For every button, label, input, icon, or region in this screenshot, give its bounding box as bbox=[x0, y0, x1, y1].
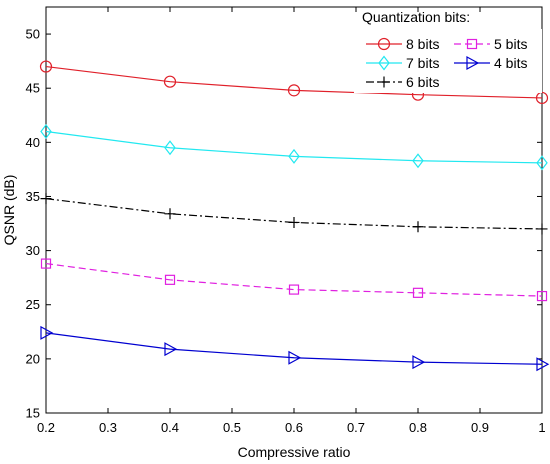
legend-label: 8 bits bbox=[406, 36, 439, 52]
series-line bbox=[45, 198, 543, 230]
legend-label: 7 bits bbox=[406, 55, 439, 71]
series-4-bits bbox=[40, 325, 550, 372]
y-tick-label: 40 bbox=[26, 135, 40, 150]
legend-entry-7-bits: 7 bits bbox=[366, 55, 439, 71]
data-point bbox=[164, 208, 176, 220]
data-point bbox=[39, 60, 53, 73]
series-5-bits bbox=[40, 258, 548, 302]
data-point bbox=[40, 325, 54, 340]
data-point bbox=[412, 153, 424, 169]
y-tick-label: 20 bbox=[26, 351, 40, 366]
data-point bbox=[412, 355, 426, 370]
data-point bbox=[287, 84, 301, 97]
legend-entry-5-bits: 5 bits bbox=[454, 36, 527, 52]
y-tick-label: 50 bbox=[26, 27, 40, 42]
legend-swatch-marker bbox=[378, 76, 390, 88]
legend-title: Quantization bits: bbox=[362, 9, 470, 25]
data-point bbox=[412, 287, 424, 298]
y-tick-label: 30 bbox=[26, 243, 40, 258]
legend-entry-4-bits: 4 bits bbox=[454, 55, 527, 71]
data-point bbox=[288, 284, 300, 295]
legend-label: 5 bits bbox=[494, 36, 527, 52]
series-line bbox=[45, 332, 543, 365]
series-7-bits bbox=[40, 124, 548, 171]
x-tick-label: 0.5 bbox=[223, 420, 241, 435]
x-tick-label: 1 bbox=[538, 420, 545, 435]
data-point bbox=[164, 342, 178, 357]
data-point bbox=[163, 75, 177, 88]
y-tick-label: 15 bbox=[26, 406, 40, 421]
data-point bbox=[164, 140, 176, 156]
series-line bbox=[45, 130, 543, 164]
data-point bbox=[536, 357, 550, 372]
x-tick-label: 0.7 bbox=[347, 420, 365, 435]
axes: 0.2 0.3 0.4 0.5 0.6 0.7 0.8 0.9 1 15 20 25 30 35 40 45 5… bbox=[1, 6, 546, 460]
series-layer bbox=[39, 60, 550, 372]
legend-label: 6 bits bbox=[406, 74, 439, 90]
legend-swatch-marker bbox=[466, 55, 480, 71]
x-tick-label: 0.8 bbox=[409, 420, 427, 435]
y-axis-label: QSNR (dB) bbox=[1, 175, 17, 246]
series-6-bits bbox=[40, 193, 548, 235]
data-point bbox=[412, 221, 424, 233]
data-point bbox=[40, 124, 52, 139]
legend-entry-8-bits: 8 bits bbox=[366, 36, 439, 52]
y-tick-label: 25 bbox=[26, 297, 40, 312]
data-point bbox=[40, 193, 52, 205]
data-point bbox=[288, 148, 300, 164]
legend-entry-6-bits: 6 bits bbox=[366, 74, 439, 90]
x-tick-label: 0.9 bbox=[471, 420, 489, 435]
series-8-bits bbox=[39, 60, 549, 105]
y-tick-label: 35 bbox=[26, 189, 40, 204]
data-point bbox=[288, 216, 300, 228]
x-tick-label: 0.6 bbox=[285, 420, 303, 435]
legend-swatch-marker bbox=[466, 38, 478, 50]
data-point bbox=[288, 350, 302, 365]
x-axis-label: Compressive ratio bbox=[238, 444, 351, 460]
data-point bbox=[40, 258, 52, 269]
data-point bbox=[536, 223, 548, 235]
y-tick-label: 45 bbox=[26, 81, 40, 96]
x-tick-label: 0.3 bbox=[99, 420, 117, 435]
data-point bbox=[536, 155, 548, 171]
series-line bbox=[45, 65, 543, 99]
legend: Quantization bits: 8 bits 7 bits 6 bits 5 bi… bbox=[354, 9, 542, 93]
data-point bbox=[164, 274, 176, 285]
series-line bbox=[45, 262, 543, 297]
x-tick-label: 0.4 bbox=[161, 420, 179, 435]
legend-label: 4 bits bbox=[494, 55, 527, 71]
legend-swatch-marker bbox=[378, 55, 390, 71]
data-point bbox=[536, 290, 548, 302]
legend-swatch-marker bbox=[377, 37, 391, 51]
x-tick-label: 0.2 bbox=[37, 420, 55, 435]
